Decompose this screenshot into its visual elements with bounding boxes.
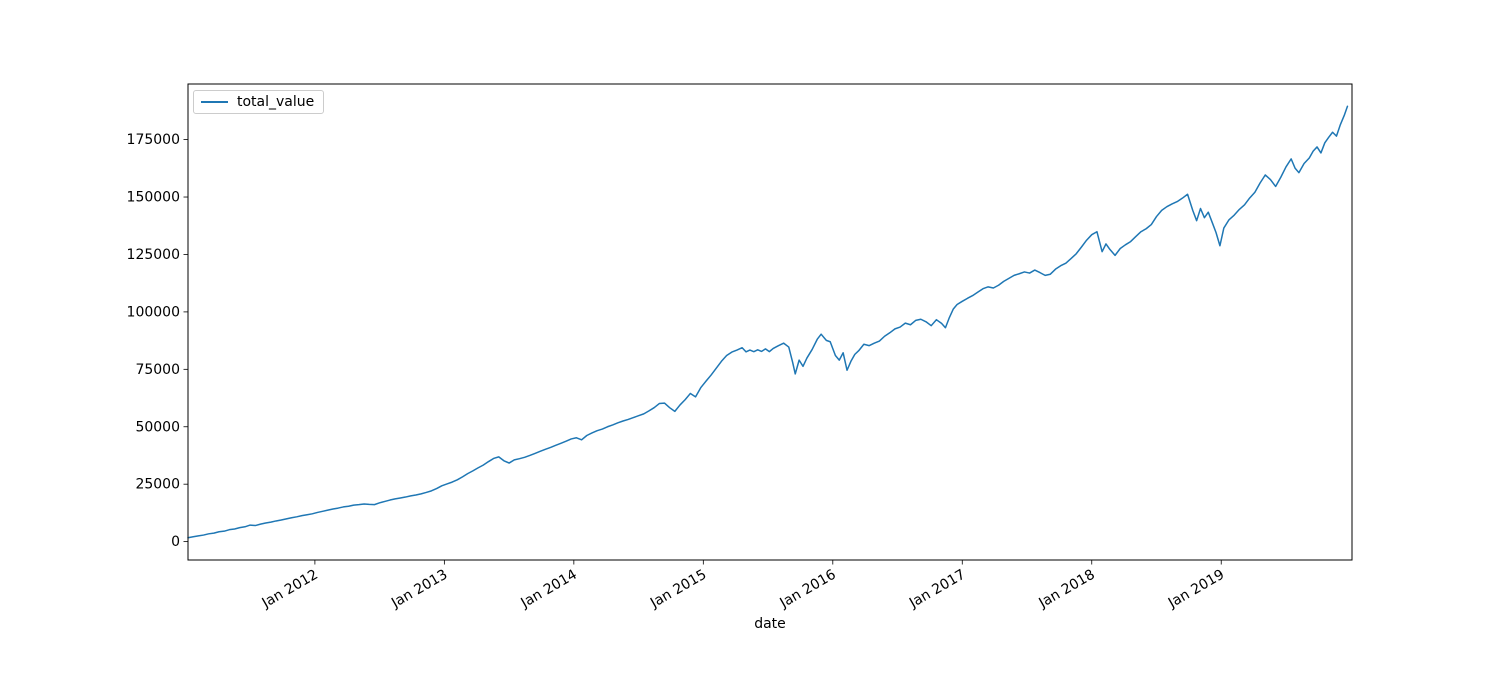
- x-tick-label: Jan 2016: [777, 567, 839, 612]
- axes-frame: [187, 83, 1353, 561]
- y-tick-label: 25000: [135, 477, 180, 493]
- data-series: [187, 105, 1349, 539]
- axis-ticks: [183, 139, 1222, 565]
- x-tick-label: Jan 2018: [1035, 567, 1097, 612]
- y-tick-label: 50000: [135, 419, 180, 435]
- x-tick-label: Jan 2015: [647, 567, 709, 612]
- legend-label: total_value: [237, 93, 315, 110]
- y-tick-label: 75000: [135, 362, 180, 378]
- y-tick-label: 0: [171, 534, 180, 550]
- y-tick-label: 175000: [127, 132, 180, 148]
- series-line-total_value: [187, 105, 1349, 539]
- x-tick-label: Jan 2014: [518, 567, 580, 612]
- x-axis-title: date: [754, 616, 786, 632]
- y-tick-label: 100000: [127, 304, 180, 320]
- axis-tick-labels: 0 25000 50000 75000 100000 125000 150000 175000…: [127, 132, 1228, 612]
- x-tick-label: Jan 2013: [388, 567, 450, 612]
- legend: total_value: [193, 90, 325, 114]
- x-tick-label: Jan 2017: [906, 567, 968, 612]
- x-tick-label: Jan 2012: [259, 567, 321, 612]
- legend-line-swatch: [201, 101, 228, 103]
- x-tick-label: Jan 2019: [1165, 567, 1227, 612]
- y-tick-label: 125000: [127, 247, 180, 263]
- y-tick-label: 150000: [127, 190, 180, 206]
